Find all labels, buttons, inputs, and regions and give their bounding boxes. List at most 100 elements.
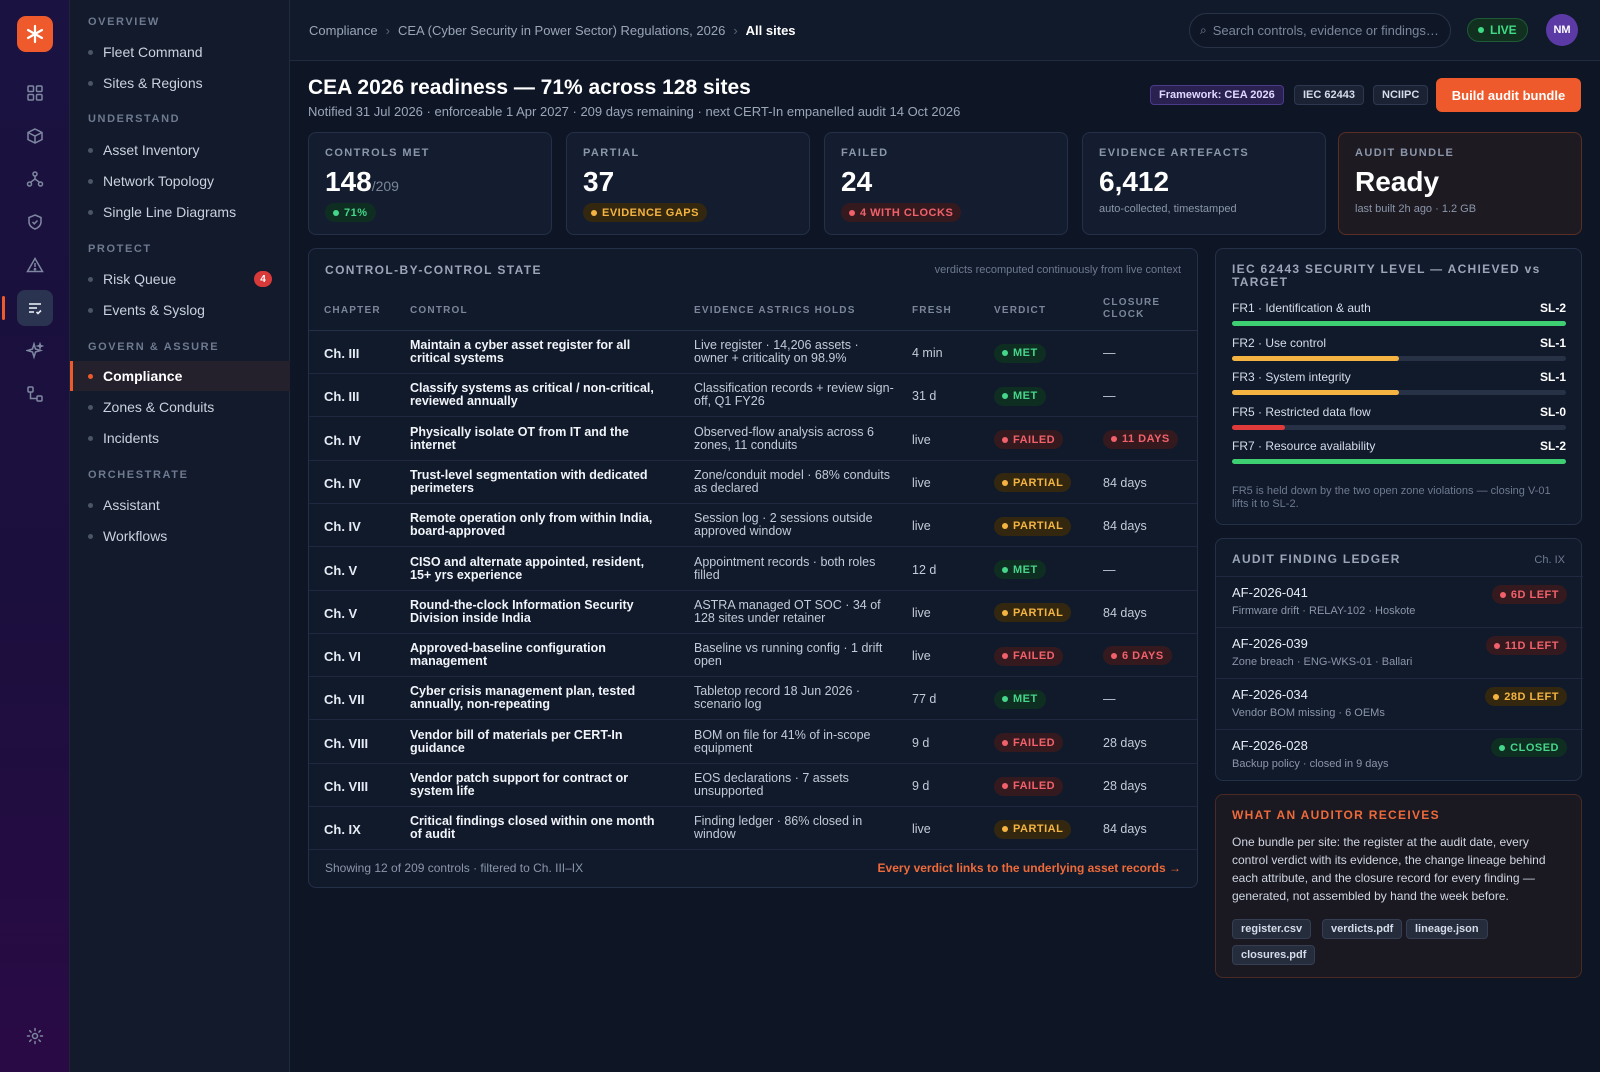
security-level-row: FR7 · Resource availability SL-2 (1232, 439, 1566, 465)
sl-value: SL-0 (1539, 404, 1566, 419)
control-cell: Remote operation only from within India,… (410, 511, 653, 539)
sidebar-item-single-line-diagrams[interactable]: Single Line Diagrams (70, 197, 290, 227)
table-row[interactable]: Ch. VI Approved-baseline configuration ma… (309, 634, 1197, 678)
file-chip-register[interactable]: register.csv (1232, 919, 1312, 939)
file-chip-verdicts[interactable]: verdicts.pdf (1322, 919, 1403, 939)
iec-tag[interactable]: IEC 62443 (1294, 85, 1364, 105)
control-cell: Vendor patch support for contract or sys… (410, 771, 629, 798)
security-level-row: FR5 · Restricted data flow SL-0 (1232, 405, 1566, 431)
nciipc-tag[interactable]: NCIIPC (1373, 85, 1429, 105)
panel-title: WHAT AN AUDITOR RECEIVES (1232, 808, 1440, 822)
sidebar-item-network-topology[interactable]: Network Topology (70, 166, 290, 196)
kpi-controls-met: CONTROLS MET 148/209 71% (308, 132, 552, 235)
table-row[interactable]: Ch. III Maintain a cyber asset register f… (309, 331, 1197, 374)
security-level-row: FR3 · System integrity SL-1 (1232, 370, 1566, 396)
sidebar-item-asset-inventory[interactable]: Asset Inventory (70, 135, 290, 165)
finding-status-pill: 6D LEFT (1491, 585, 1567, 604)
sparkle-icon[interactable] (17, 333, 53, 369)
search-box[interactable]: ⌕ (1189, 13, 1451, 48)
verdict-pill: MET (994, 560, 1046, 579)
sidebar-item-fleet-command[interactable]: Fleet Command (70, 37, 290, 67)
ledger-row[interactable]: AF-2026-034 Vendor BOM missing · 6 OEMs 28… (1216, 678, 1583, 729)
table-row[interactable]: Ch. III Classify systems as critical / no… (309, 374, 1197, 418)
ledger-row[interactable]: AF-2026-028 Backup policy · closed in 9 d… (1216, 729, 1583, 780)
sl-fill (1232, 321, 1566, 326)
table-row[interactable]: Ch. IV Remote operation only from within … (309, 504, 1197, 548)
closure-clock-cell: 28 days (1103, 779, 1147, 793)
closure-clock-pill: 6 DAYS (1103, 646, 1172, 666)
control-cell: Trust-level segmentation with dedicated … (410, 467, 648, 495)
table-row[interactable]: Ch. VIII Vendor patch support for contrac… (309, 764, 1197, 807)
column-header[interactable]: VERDICT (994, 305, 1047, 316)
control-cell: Cyber crisis management plan, tested ann… (410, 684, 636, 712)
column-header[interactable]: CHAPTER (324, 305, 381, 316)
fresh-cell: live (912, 605, 931, 620)
sidebar-item-sites-regions[interactable]: Sites & Regions (70, 68, 290, 98)
sidebar-item-compliance[interactable]: Compliance (70, 361, 290, 391)
breadcrumb-compliance[interactable]: Compliance (309, 23, 378, 38)
workflow-icon[interactable] (17, 376, 53, 412)
bullet-icon (88, 179, 93, 184)
kpi-audit-bundle[interactable]: AUDIT BUNDLE Ready last built 2h ago · 1… (1338, 132, 1582, 235)
shield-icon[interactable] (17, 204, 53, 240)
kpi-value: 24 (841, 166, 873, 197)
asterisk-logo-icon[interactable] (17, 16, 53, 52)
ledger-row[interactable]: AF-2026-041 Firmware drift · RELAY-102 · … (1216, 576, 1583, 627)
evidence-cell: Appointment records · both roles filled (694, 554, 876, 582)
search-input[interactable] (1212, 23, 1438, 38)
table-row[interactable]: Ch. VII Cyber crisis management plan, tes… (309, 677, 1197, 721)
sidebar-item-zones-conduits[interactable]: Zones & Conduits (70, 392, 290, 422)
verdict-cell: MET (994, 560, 1046, 579)
chapter-cell: Ch. VII (324, 692, 365, 708)
kpi-pill: EVIDENCE GAPS (583, 203, 707, 222)
sidebar-item-risk-queue[interactable]: Risk Queue 4 (70, 264, 290, 294)
column-header[interactable]: CLOSURE CLOCK (1103, 297, 1161, 320)
closure-clock-cell: 84 days (1103, 519, 1147, 533)
column-header[interactable]: FRESH (912, 305, 952, 316)
sidebar-item-incidents[interactable]: Incidents (70, 423, 290, 453)
cube-icon[interactable] (17, 118, 53, 154)
fr-name: FR7 · Resource availability (1232, 439, 1376, 453)
bullet-icon (88, 405, 93, 410)
build-audit-bundle-button[interactable]: Build audit bundle (1436, 78, 1581, 112)
topology-icon[interactable] (17, 161, 53, 197)
avatar[interactable]: NM (1546, 14, 1578, 46)
asset-records-link[interactable]: Every verdict links to the underlying as… (877, 861, 1181, 875)
sidebar-item-label: Compliance (103, 368, 183, 384)
table-row[interactable]: Ch. IV Trust-level segmentation with dedi… (309, 461, 1197, 504)
sidebar-section-title: PROTECT (88, 243, 152, 255)
sidebar-item-assistant[interactable]: Assistant (70, 490, 290, 520)
verdict-cell: FAILED (994, 646, 1064, 666)
breadcrumb-regulation[interactable]: CEA (Cyber Security in Power Sector) Reg… (398, 23, 726, 38)
fresh-cell: 12 d (912, 562, 937, 577)
ledger-row[interactable]: AF-2026-039 Zone breach · ENG-WKS-01 · Ba… (1216, 627, 1583, 678)
file-chip-closures[interactable]: closures.pdf (1232, 945, 1316, 965)
table-row[interactable]: Ch. V CISO and alternate appointed, resid… (309, 548, 1197, 591)
fresh-cell: 4 min (912, 346, 943, 360)
file-chip-lineage[interactable]: lineage.json (1406, 919, 1488, 939)
compliance-icon[interactable] (2, 290, 53, 326)
table-row[interactable]: Ch. IX Critical findings closed within on… (309, 807, 1197, 851)
finding-status-pill: CLOSED (1491, 738, 1567, 757)
live-indicator: LIVE (1467, 18, 1528, 42)
table-row[interactable]: Ch. VIII Vendor bill of materials per CER… (309, 721, 1197, 764)
evidence-cell: Finding ledger · 86% closed in window (694, 814, 863, 842)
kpi-label: PARTIAL (583, 147, 640, 159)
verdict-pill: FAILED (994, 646, 1064, 666)
grid-icon[interactable] (17, 75, 53, 111)
sidebar-item-workflows[interactable]: Workflows (70, 521, 290, 551)
evidence-cell: Session log · 2 sessions outside approve… (694, 511, 873, 539)
settings-icon[interactable] (17, 1018, 53, 1054)
sidebar-item-events-syslog[interactable]: Events & Syslog (70, 295, 290, 325)
framework-tag[interactable]: Framework: CEA 2026 (1150, 85, 1284, 105)
warning-icon[interactable] (17, 247, 53, 283)
kpi-pill: 4 WITH CLOCKS (841, 203, 962, 222)
column-header[interactable]: CONTROL (410, 305, 468, 316)
column-header[interactable]: EVIDENCE ASTRICS HOLDS (694, 305, 856, 316)
verdict-pill: FAILED (994, 430, 1064, 450)
table-row[interactable]: Ch. V Round-the-clock Information Securit… (309, 591, 1197, 634)
chevron-right-icon: › (733, 23, 738, 38)
verdict-pill: PARTIAL (994, 819, 1072, 839)
sidebar: OVERVIEW Fleet Command Sites & Regions U… (70, 0, 290, 1072)
table-row[interactable]: Ch. IV Physically isolate OT from IT and … (309, 418, 1197, 461)
